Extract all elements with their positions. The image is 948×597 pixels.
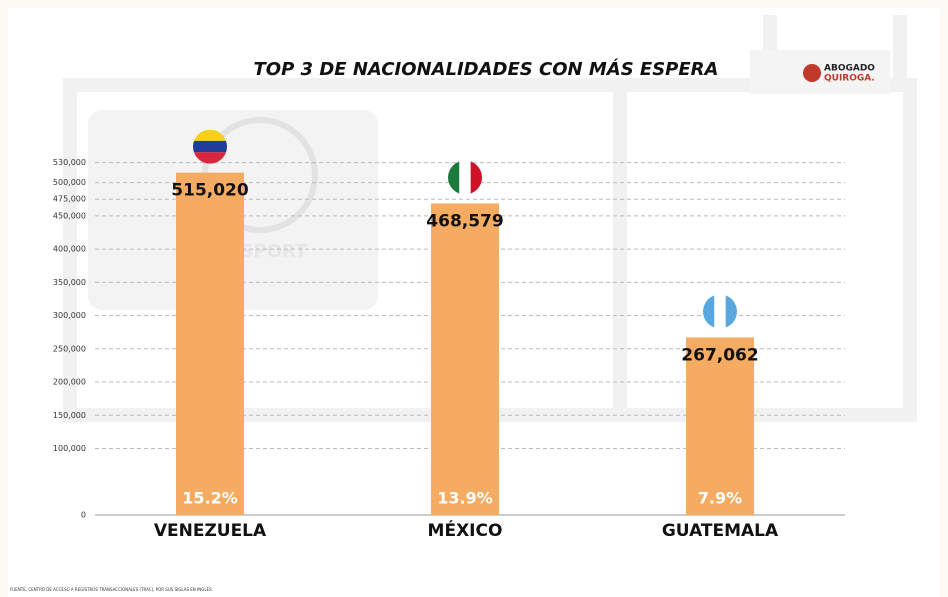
- y-tick-label: 0: [81, 511, 86, 520]
- page: PASSPORT ABOGADO QUIROGA. TOP 3 DE NACIO…: [0, 0, 948, 597]
- flag-part: [193, 141, 227, 152]
- y-tick-label: 400,000: [53, 245, 86, 254]
- value-label: 468,579: [426, 211, 503, 231]
- y-tick-label: 100,000: [53, 444, 86, 453]
- x-tick-label: GUATEMALA: [662, 521, 779, 541]
- value-label: 515,020: [171, 181, 249, 201]
- y-tick-label: 250,000: [53, 344, 86, 353]
- y-tick-label: 530,000: [53, 158, 86, 167]
- y-tick-label: 475,000: [53, 195, 86, 204]
- chart: PASSPORT ABOGADO QUIROGA. TOP 3 DE NACIO…: [0, 0, 948, 597]
- bar: [176, 173, 244, 515]
- y-tick-label: 500,000: [53, 178, 86, 187]
- y-tick-label: 200,000: [53, 378, 86, 387]
- source: FUENTE: CENTRO DE ACCESO A REGISTROS TRA…: [10, 587, 212, 592]
- y-tick-label: 350,000: [53, 278, 86, 287]
- share-label: 15.2%: [182, 489, 238, 508]
- y-tick-label: 150,000: [53, 411, 86, 420]
- flag-part: [459, 160, 470, 194]
- flag-part: [714, 294, 725, 328]
- bar: [431, 203, 499, 515]
- x-tick-label: MÉXICO: [428, 519, 503, 541]
- share-label: 7.9%: [698, 489, 742, 508]
- y-tick-label: 450,000: [53, 211, 86, 220]
- value-label: 267,062: [681, 345, 758, 365]
- chart-title: TOP 3 DE NACIONALIDADES CON MÁS ESPERA: [254, 58, 719, 80]
- y-tick-label: 300,000: [53, 311, 86, 320]
- share-label: 13.9%: [437, 489, 493, 508]
- logo-line2: QUIROGA.: [824, 74, 875, 84]
- logo-line1: ABOGADO: [824, 64, 875, 74]
- logo-icon: [803, 64, 821, 82]
- x-tick-label: VENEZUELA: [154, 521, 267, 541]
